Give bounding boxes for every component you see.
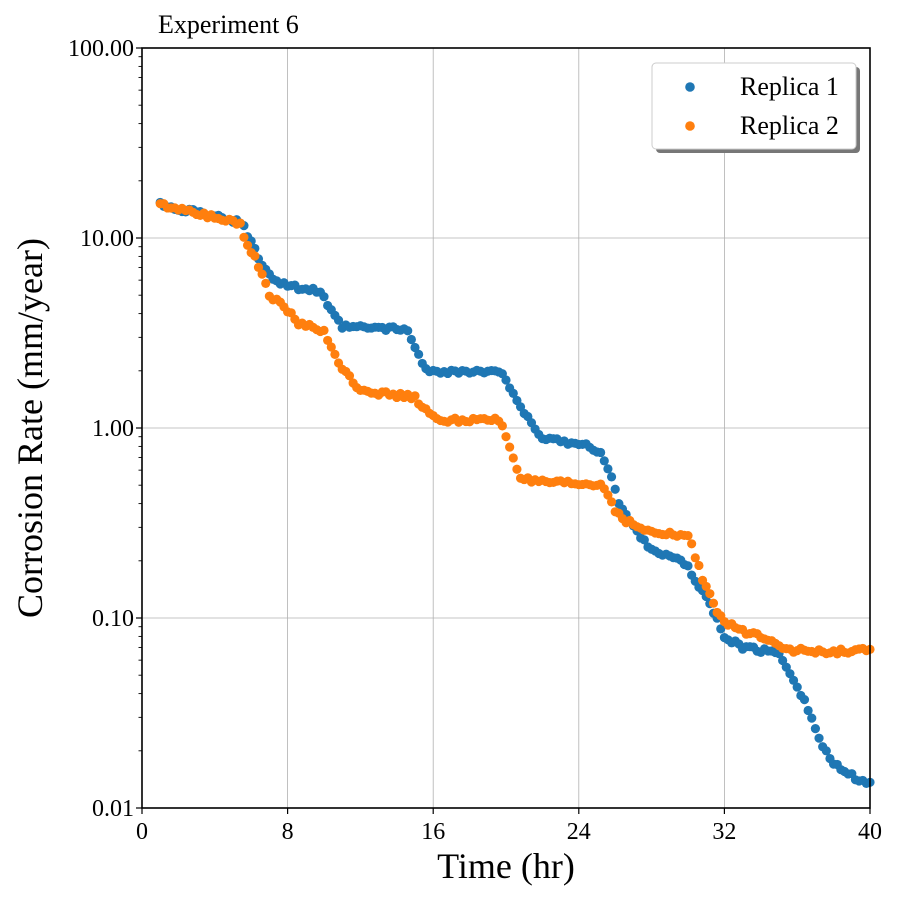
point-replica-2 bbox=[410, 391, 420, 401]
x-tick-label: 0 bbox=[136, 819, 148, 845]
point-replica-2 bbox=[261, 278, 271, 288]
chart-title: Experiment 6 bbox=[158, 10, 299, 39]
point-replica-1 bbox=[406, 334, 416, 345]
legend-label-replica-1: Replica 1 bbox=[740, 72, 839, 101]
point-replica-1 bbox=[683, 561, 693, 571]
legend-label-replica-2: Replica 2 bbox=[740, 111, 839, 140]
point-replica-1 bbox=[803, 705, 813, 716]
point-replica-1 bbox=[414, 349, 424, 359]
x-tick-label: 40 bbox=[858, 819, 882, 845]
point-replica-1 bbox=[603, 464, 613, 474]
data-points bbox=[155, 197, 875, 789]
point-replica-1 bbox=[508, 388, 518, 398]
point-replica-2 bbox=[505, 442, 515, 452]
point-replica-1 bbox=[610, 484, 620, 494]
x-axis-title: Time (hr) bbox=[437, 846, 575, 886]
point-replica-1 bbox=[501, 375, 511, 385]
y-tick-label: 0.10 bbox=[92, 606, 134, 632]
point-replica-2 bbox=[508, 453, 518, 463]
point-replica-1 bbox=[596, 447, 606, 458]
point-replica-2 bbox=[694, 560, 704, 571]
point-replica-2 bbox=[603, 490, 613, 500]
point-replica-1 bbox=[821, 746, 831, 756]
point-replica-1 bbox=[403, 326, 413, 336]
point-replica-1 bbox=[639, 535, 649, 545]
point-replica-2 bbox=[501, 432, 511, 442]
point-replica-2 bbox=[344, 371, 355, 381]
point-replica-2 bbox=[330, 349, 340, 359]
y-axis-title: Corrosion Rate (mm/year) bbox=[10, 238, 50, 618]
point-replica-2 bbox=[683, 531, 693, 541]
x-tick-label: 16 bbox=[421, 819, 445, 845]
point-replica-2 bbox=[708, 598, 719, 608]
point-replica-1 bbox=[333, 315, 344, 325]
y-tick-label: 1.00 bbox=[92, 416, 134, 442]
point-replica-2 bbox=[253, 262, 264, 272]
point-replica-2 bbox=[687, 539, 697, 549]
legend-box bbox=[651, 62, 857, 150]
point-replica-1 bbox=[716, 624, 726, 634]
point-replica-1 bbox=[807, 713, 817, 723]
point-replica-1 bbox=[799, 695, 810, 705]
x-tick-label: 32 bbox=[712, 819, 736, 845]
point-replica-1 bbox=[410, 342, 420, 353]
y-tick-label: 10.00 bbox=[80, 226, 134, 252]
point-replica-2 bbox=[239, 232, 249, 242]
point-replica-1 bbox=[792, 682, 802, 692]
point-replica-1 bbox=[810, 724, 821, 734]
point-replica-1 bbox=[599, 456, 609, 466]
point-replica-1 bbox=[319, 292, 329, 302]
x-tick-label: 8 bbox=[282, 819, 294, 845]
legend-marker-replica-2 bbox=[685, 121, 695, 131]
legend-marker-replica-1 bbox=[685, 82, 695, 92]
point-replica-2 bbox=[705, 589, 715, 599]
axis-ticks: 0 8 16 24 32 40 0.01 0.10 1.00 10.00 100.00 bbox=[68, 36, 882, 845]
point-replica-2 bbox=[257, 269, 267, 279]
point-replica-1 bbox=[788, 675, 799, 685]
point-replica-2 bbox=[690, 553, 700, 563]
point-replica-1 bbox=[606, 472, 617, 482]
point-replica-2 bbox=[512, 464, 522, 474]
x-tick-label: 24 bbox=[567, 819, 591, 845]
point-replica-2 bbox=[250, 251, 260, 261]
point-replica-2 bbox=[242, 240, 253, 250]
y-tick-label: 100.00 bbox=[68, 36, 134, 62]
legend: Replica 1 Replica 2 bbox=[651, 62, 860, 153]
point-replica-2 bbox=[319, 325, 329, 335]
point-replica-2 bbox=[235, 218, 245, 228]
point-replica-2 bbox=[497, 421, 507, 431]
point-replica-2 bbox=[326, 342, 336, 352]
point-replica-2 bbox=[606, 497, 617, 507]
point-replica-2 bbox=[701, 581, 711, 592]
point-replica-1 bbox=[814, 733, 824, 743]
y-tick-label: 0.01 bbox=[92, 796, 134, 822]
